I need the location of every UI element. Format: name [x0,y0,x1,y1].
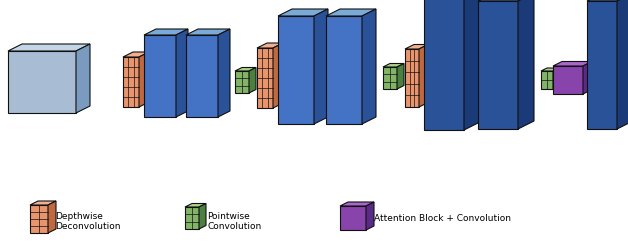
Polygon shape [362,9,376,124]
Polygon shape [405,49,419,107]
Polygon shape [186,35,218,117]
Polygon shape [144,35,176,117]
Polygon shape [617,0,628,129]
Polygon shape [185,204,206,207]
Polygon shape [176,29,188,117]
Polygon shape [553,62,592,66]
Polygon shape [314,9,328,124]
Polygon shape [326,16,362,124]
Polygon shape [273,43,283,108]
Polygon shape [419,44,428,107]
Text: Attention Block + Convolution: Attention Block + Convolution [374,214,511,223]
Polygon shape [587,0,628,1]
Polygon shape [518,0,534,129]
Polygon shape [235,67,256,71]
Polygon shape [424,0,464,130]
Polygon shape [186,29,230,35]
Polygon shape [8,51,76,113]
Polygon shape [383,63,404,67]
Polygon shape [185,207,199,229]
Polygon shape [405,44,428,49]
Polygon shape [478,0,534,1]
Polygon shape [235,71,249,93]
Polygon shape [478,1,518,129]
Polygon shape [553,66,583,94]
Polygon shape [278,9,328,16]
Polygon shape [144,29,188,35]
Polygon shape [218,29,230,117]
Polygon shape [383,67,397,89]
Polygon shape [30,205,48,233]
Polygon shape [76,44,90,113]
Polygon shape [257,48,273,108]
Polygon shape [340,202,374,206]
Polygon shape [340,206,366,230]
Polygon shape [123,57,139,107]
Polygon shape [553,68,559,89]
Polygon shape [583,62,592,94]
Polygon shape [199,204,206,229]
Polygon shape [587,1,617,129]
Polygon shape [123,52,149,57]
Text: Pointwise
Convolution: Pointwise Convolution [207,212,261,231]
Polygon shape [541,71,553,89]
Polygon shape [397,63,404,89]
Polygon shape [139,52,149,107]
Polygon shape [257,43,283,48]
Polygon shape [278,16,314,124]
Text: Depthwise
Deconvolution: Depthwise Deconvolution [55,212,121,231]
Polygon shape [249,67,256,93]
Polygon shape [8,44,90,51]
Polygon shape [541,68,559,71]
Polygon shape [326,9,376,16]
Polygon shape [48,201,56,233]
Polygon shape [366,202,374,230]
Polygon shape [464,0,482,130]
Polygon shape [30,201,56,205]
